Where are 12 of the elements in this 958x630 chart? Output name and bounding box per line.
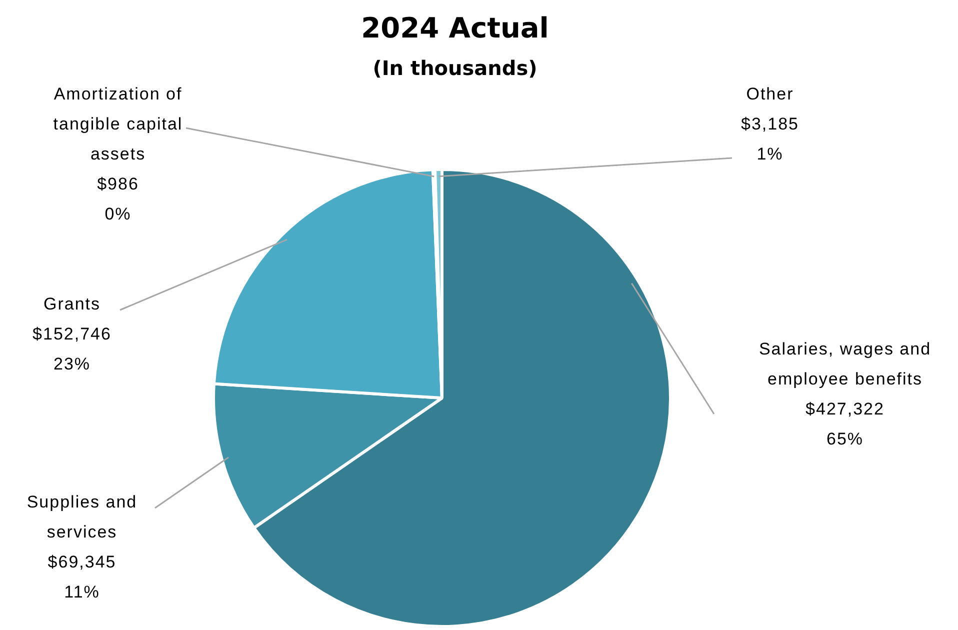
data-label: $3,185 1% — [741, 114, 799, 164]
data-label: $152,746 23% — [32, 324, 112, 374]
slice-label: Supplies and services — [26, 492, 138, 542]
data-label: $986 0% — [97, 174, 139, 224]
data-label: $427,322 65% — [806, 400, 884, 449]
slice-label: Amortization of tangible capital assets — [53, 84, 183, 164]
slice-label: Grants — [43, 294, 101, 314]
slice-label: Other — [746, 84, 794, 104]
chart-title: 2024 Actual — [361, 11, 549, 44]
slice-label: Salaries, wages and employee benefits — [758, 340, 932, 389]
data-label: $69,345 11% — [48, 552, 116, 602]
chart-subtitle: (In thousands) — [372, 56, 538, 80]
